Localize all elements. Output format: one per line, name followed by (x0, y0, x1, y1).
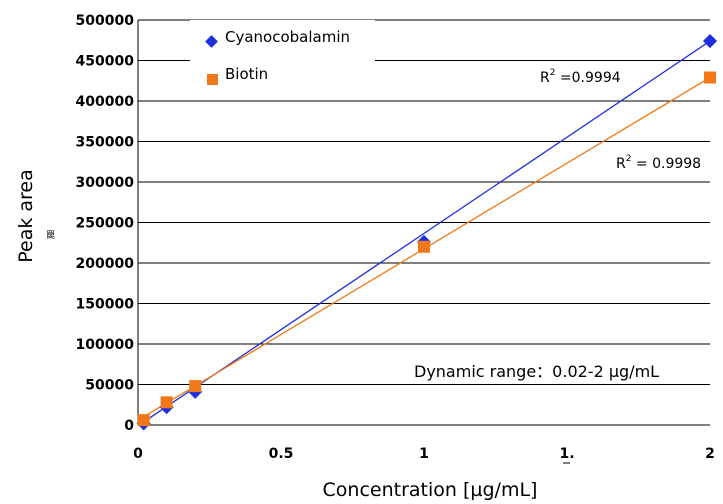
y-tick-label: 0 (124, 418, 134, 434)
point-biotin (137, 414, 150, 427)
x-tick-label: 1 (419, 446, 429, 462)
r2-label-cyanocobalamin: R2 =0.9994 (538, 66, 633, 88)
y-tick-label: 100000 (76, 337, 135, 353)
stray-glyph: 罠 (46, 230, 55, 241)
axes (137, 20, 710, 426)
x-tick-label: 1. (559, 446, 574, 462)
dynamic-range-background (410, 360, 710, 384)
y-tick-label: 400000 (76, 94, 135, 110)
x-tick-label: 0.5 (269, 446, 294, 462)
r2-text-cyanocobalamin: R2 =0.9994 (540, 68, 621, 86)
y-tick-label: 250000 (76, 216, 135, 232)
data-points (136, 33, 718, 431)
grid-lines (138, 19, 710, 385)
y-tick-label: 450000 (76, 54, 135, 70)
legend-marker-biotin (207, 74, 218, 85)
y-tick-label: 50000 (85, 378, 134, 394)
dynamic-range-text: Dynamic range：0.02-2 µg/mL (414, 362, 659, 381)
x-tick-label: 0 (133, 446, 143, 462)
y-tick-label: 200000 (76, 256, 135, 272)
point-biotin (418, 240, 430, 253)
point-biotin (704, 71, 716, 84)
x-axis-title: Concentration [µg/mL] (323, 479, 538, 501)
y-tick-label: 350000 (76, 135, 135, 151)
y-tick-label: 300000 (76, 175, 135, 191)
r2-label-biotin: R2 = 0.9998 (614, 152, 711, 174)
legend-label-cyanocobalamin: Cyanocobalamin (225, 28, 350, 46)
point-biotin (160, 396, 173, 409)
r2-text-biotin: R2 = 0.9998 (616, 154, 701, 172)
fit-line-cyanocobalamin (137, 40, 711, 427)
x-tick-label: 2 (705, 446, 715, 462)
point-cyanocobalamin (702, 33, 718, 49)
y-axis-title: Peak area (15, 169, 37, 263)
y-tick-labels: 0 50000 100000 150000 200000 250000 300000 3500… (76, 13, 135, 434)
legend-label-biotin: Biotin (225, 65, 268, 83)
y-tick-label: 500000 (76, 13, 135, 29)
x-tick-labels: 0 0.5 1 1. 2 (133, 446, 715, 462)
point-biotin (189, 380, 202, 393)
legend-background (190, 20, 375, 90)
y-tick-label: 150000 (76, 297, 135, 313)
legend-marker-cyanocobalamin (205, 35, 218, 48)
